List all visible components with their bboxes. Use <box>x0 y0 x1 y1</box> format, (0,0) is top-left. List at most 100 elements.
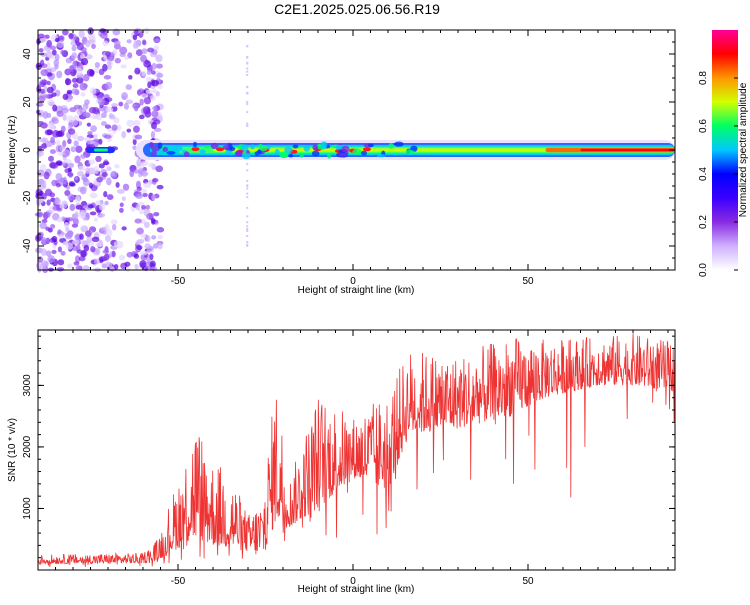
noise-speck <box>71 88 79 95</box>
noise-speck <box>148 162 155 168</box>
snr-frame <box>37 329 676 571</box>
ridge-wobble <box>242 152 251 160</box>
noise-speck <box>65 242 74 250</box>
noise-speck <box>133 125 140 133</box>
ridge-wobble <box>266 144 271 150</box>
noise-speck <box>64 159 72 164</box>
noise-speck <box>111 103 118 108</box>
noise-speck <box>65 232 73 240</box>
ridge-wobble <box>288 153 294 158</box>
noise-speck <box>246 196 249 199</box>
noise-speck <box>46 50 53 59</box>
ridge-wobble <box>405 149 415 154</box>
noise-speck <box>120 64 127 69</box>
noise-speck <box>57 229 62 235</box>
noise-speck <box>57 259 65 266</box>
noise-speck <box>155 165 164 173</box>
noise-speck <box>142 170 148 178</box>
noise-speck <box>38 137 47 143</box>
noise-speck <box>100 32 108 39</box>
noise-speck <box>139 250 148 256</box>
noise-speck <box>136 244 143 251</box>
noise-speck <box>151 194 156 201</box>
noise-speck <box>246 73 249 76</box>
ridge-wobble <box>312 144 319 151</box>
noise-speck <box>45 226 50 231</box>
noise-speck <box>52 104 58 112</box>
noise-speck <box>40 88 45 94</box>
noise-speck <box>93 166 100 175</box>
noise-speck <box>51 179 58 187</box>
noise-speck <box>56 40 65 49</box>
ridge-wobble <box>235 151 243 157</box>
noise-speck <box>66 217 75 222</box>
noise-speck <box>138 88 145 93</box>
noise-speck <box>133 29 139 35</box>
noise-speck <box>80 186 87 195</box>
noise-speck <box>59 202 65 209</box>
ridge-wobble <box>279 151 289 159</box>
noise-speck <box>106 177 112 186</box>
noise-speck <box>136 186 142 192</box>
noise-speck <box>78 255 86 262</box>
x-tick-label: 50 <box>522 276 534 287</box>
noise-speck <box>44 34 50 39</box>
noise-speck <box>124 55 129 61</box>
ridge-wobble <box>338 152 348 157</box>
noise-speck <box>137 238 145 244</box>
colorbar-ramp <box>712 30 738 270</box>
noise-speck <box>76 76 84 84</box>
noise-speck <box>135 203 141 211</box>
noise-speck <box>151 79 160 87</box>
spectrogram-ridge <box>87 140 675 160</box>
noise-speck <box>126 119 135 127</box>
noise-speck <box>134 134 143 140</box>
noise-speck <box>74 176 79 181</box>
noise-speck <box>55 183 61 188</box>
spectrogram-ylabel: Frequency (Hz) <box>7 116 18 185</box>
noise-speck <box>105 51 111 57</box>
noise-speck <box>52 117 59 124</box>
noise-speck <box>66 89 73 95</box>
noise-speck <box>56 110 64 118</box>
noise-speck <box>67 138 72 145</box>
noise-speck <box>152 106 158 111</box>
noise-speck <box>150 131 156 139</box>
noise-speck <box>127 52 133 59</box>
noise-speck <box>140 93 149 98</box>
noise-speck <box>151 110 159 118</box>
noise-speck <box>106 59 112 67</box>
noise-speck <box>74 211 79 219</box>
noise-speck <box>99 28 106 33</box>
noise-speck <box>246 192 249 195</box>
noise-speck <box>56 70 63 79</box>
noise-speck <box>47 99 56 106</box>
noise-speck <box>61 161 66 166</box>
snr-ticks: -50 0 50 1000 2000 3000 <box>22 330 675 587</box>
noise-speck <box>62 176 68 185</box>
noise-speck <box>246 124 249 127</box>
noise-speck <box>116 240 124 249</box>
noise-speck <box>132 119 141 126</box>
noise-speck <box>153 212 160 217</box>
ridge-wobble <box>388 143 394 149</box>
noise-speck <box>142 192 148 198</box>
noise-speck <box>142 39 147 46</box>
noise-speck <box>85 167 90 175</box>
noise-speck <box>113 40 121 46</box>
noise-speck <box>146 212 154 220</box>
snr-panel: -50 0 50 1000 2000 3000 Height of straight li… <box>7 329 676 595</box>
noise-speck <box>113 241 119 248</box>
noise-speck <box>75 145 83 153</box>
noise-speck <box>53 59 60 67</box>
noise-speck <box>46 86 54 94</box>
noise-speck <box>67 263 73 269</box>
noise-speck <box>133 40 139 49</box>
noise-speck <box>139 98 144 106</box>
noise-speck <box>141 70 146 77</box>
noise-speck <box>113 117 120 124</box>
noise-speck <box>246 44 249 47</box>
noise-speck <box>99 213 106 218</box>
noise-speck <box>79 233 84 240</box>
